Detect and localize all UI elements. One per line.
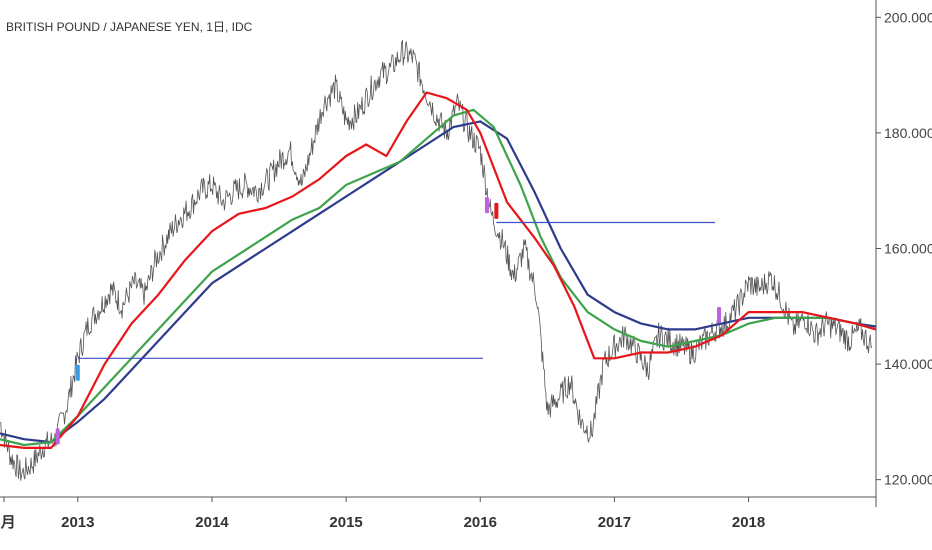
y-tick-label: 180.000 bbox=[884, 125, 932, 141]
x-tick-label: 6月 bbox=[0, 514, 16, 531]
y-tick-label: 200.000 bbox=[884, 9, 932, 25]
y-tick-label: 140.000 bbox=[884, 356, 932, 372]
x-tick-label: 2016 bbox=[464, 514, 497, 531]
red-ma-line bbox=[0, 91, 877, 449]
green-ma-line bbox=[0, 108, 877, 447]
x-tick-label: 2014 bbox=[195, 514, 229, 531]
signal-marker bbox=[75, 364, 80, 381]
x-tick-label: 2018 bbox=[732, 514, 765, 531]
price-series-line bbox=[0, 40, 873, 481]
signal-marker bbox=[494, 202, 499, 219]
y-tick-label: 120.000 bbox=[884, 472, 932, 488]
x-tick-label: 2013 bbox=[61, 514, 94, 531]
blue-ma-line bbox=[0, 120, 877, 444]
chart-title: BRITISH POUND / JAPANESE YEN, 1日, IDC bbox=[6, 20, 253, 34]
signal-marker bbox=[717, 306, 722, 323]
signal-marker bbox=[484, 197, 489, 214]
signal-marker bbox=[55, 428, 60, 445]
x-tick-label: 2017 bbox=[598, 514, 631, 531]
y-tick-label: 160.000 bbox=[884, 241, 932, 257]
x-tick-label: 2015 bbox=[329, 514, 362, 531]
